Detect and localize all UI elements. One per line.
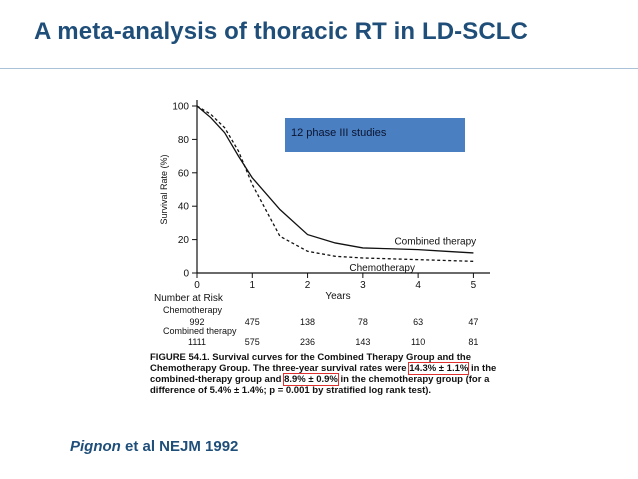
risk-value: 236 [300,337,316,347]
chemotherapy-label: Chemotherapy [349,263,415,274]
y-tick-label: 20 [178,235,190,246]
caption-text-3: in the chemotherapy group (for a differe… [150,374,490,396]
risk-header: Number at Risk [154,293,223,304]
risk-value: 143 [355,337,371,347]
y-tick-label: 40 [178,202,190,213]
x-tick-label: 4 [415,280,421,291]
risk-value: 475 [244,317,260,327]
x-tick-label: 3 [360,280,366,291]
citation: Pignon et al NEJM 1992 [70,438,238,455]
risk-row-label-combined: Combined therapy [163,326,237,336]
citation-author: Pignon [70,438,121,455]
studies-callout: 12 phase III studies [285,118,465,152]
caption-text-2: in the combined-therapy group and [150,363,497,385]
risk-value: 992 [189,317,205,327]
risk-value: 78 [357,317,368,327]
caption-label: FIGURE 54.1. [150,352,210,363]
survival-chart: 0 20 40 60 80 100 0 1 2 3 4 5 Years Survival Rate (%)… [159,100,490,302]
y-tick-label: 80 [178,135,190,146]
citation-details: et al NEJM 1992 [120,438,239,455]
x-tick-label: 2 [305,280,311,291]
combined-therapy-label: Combined therapy [394,236,476,247]
x-axis-label: Years [325,291,350,302]
x-tick-label: 1 [250,280,256,291]
risk-value: 575 [244,337,260,347]
risk-value: 110 [410,337,426,347]
chemotherapy-curve [196,105,474,262]
risk-row-label-chemo: Chemotherapy [163,305,223,315]
x-tick-label: 0 [194,280,200,291]
y-tick-label: 100 [172,102,189,113]
y-tick-label: 0 [183,269,189,280]
survival-figure: 0 20 40 60 80 100 0 1 2 3 4 5 Years Survival Rate (%)… [140,92,500,412]
figure-caption: FIGURE 54.1. Survival curves for the Com… [150,352,500,396]
title-divider [0,68,638,69]
caption-text-1: Survival curves for the Combined Therapy… [150,352,471,374]
y-axis-label: Survival Rate (%) [159,154,169,224]
combined-survival-highlight: 14.3% ± 1.1% [408,362,470,375]
x-tick-label: 5 [471,280,477,291]
combined-therapy-curve [196,105,474,254]
risk-value: 47 [468,317,479,327]
y-tick-label: 60 [178,168,190,179]
chemo-survival-highlight: 8.9% ± 0.9% [283,373,339,386]
slide-title: A meta-analysis of thoracic RT in LD-SCL… [34,18,528,45]
risk-value: 138 [300,317,316,327]
risk-value: 81 [468,337,479,347]
risk-value: 1111 [187,337,207,347]
risk-value: 63 [413,317,424,327]
